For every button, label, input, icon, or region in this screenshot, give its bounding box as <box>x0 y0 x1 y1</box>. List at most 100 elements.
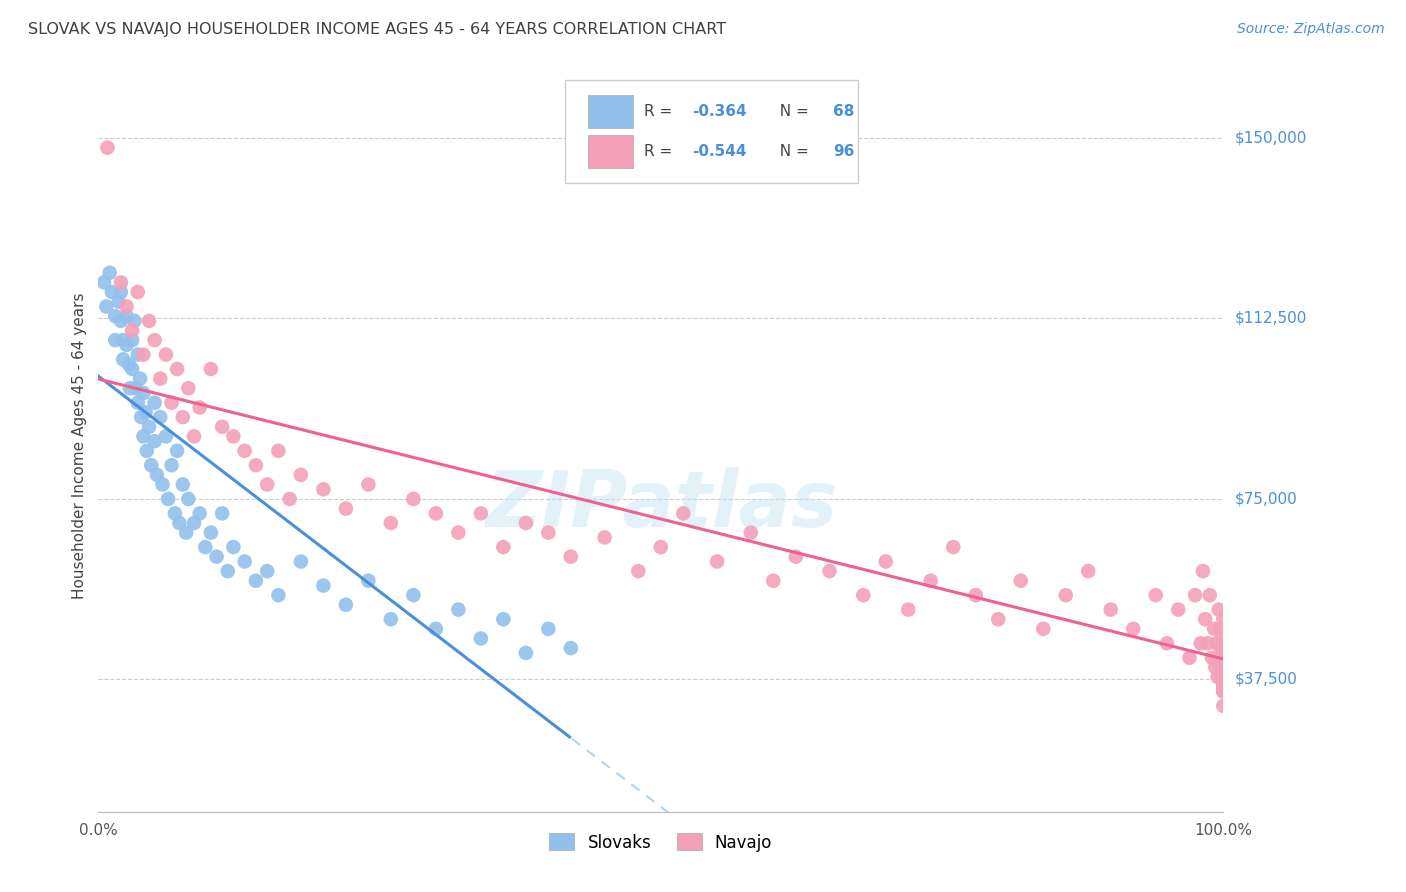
Point <box>183 429 205 443</box>
Point <box>402 491 425 506</box>
Point <box>627 564 650 578</box>
Point <box>1192 564 1215 578</box>
Point <box>121 324 143 338</box>
Point <box>357 477 380 491</box>
Point <box>425 622 447 636</box>
Point <box>200 525 222 540</box>
Point <box>110 276 132 290</box>
Point <box>1178 650 1201 665</box>
FancyBboxPatch shape <box>588 95 633 128</box>
Point <box>101 285 124 299</box>
Point <box>222 429 245 443</box>
Point <box>1054 588 1077 602</box>
Point <box>447 602 470 616</box>
Point <box>1209 641 1232 656</box>
Point <box>942 540 965 554</box>
Point <box>121 362 143 376</box>
Point <box>1122 622 1144 636</box>
Point <box>115 300 138 314</box>
Point <box>1212 612 1234 626</box>
Point <box>157 491 180 506</box>
Point <box>852 588 875 602</box>
Point <box>129 410 152 425</box>
Point <box>155 429 177 443</box>
Point <box>425 507 447 521</box>
Point <box>143 395 166 409</box>
Point <box>160 395 183 409</box>
Point <box>1212 660 1234 674</box>
Point <box>1010 574 1032 588</box>
Point <box>256 564 278 578</box>
Point <box>135 443 157 458</box>
Point <box>875 554 897 568</box>
Point <box>335 501 357 516</box>
Point <box>312 578 335 592</box>
Legend: Slovaks, Navajo: Slovaks, Navajo <box>543 827 779 858</box>
Point <box>537 622 560 636</box>
Point <box>143 333 166 347</box>
Point <box>593 530 616 544</box>
Point <box>380 612 402 626</box>
Point <box>762 574 785 588</box>
Point <box>1032 622 1054 636</box>
Text: SLOVAK VS NAVAJO HOUSEHOLDER INCOME AGES 45 - 64 YEARS CORRELATION CHART: SLOVAK VS NAVAJO HOUSEHOLDER INCOME AGES… <box>28 22 727 37</box>
Point <box>1184 588 1206 602</box>
Point <box>177 381 200 395</box>
Point <box>1167 602 1189 616</box>
Point <box>118 357 141 371</box>
Point <box>1077 564 1099 578</box>
Point <box>188 401 211 415</box>
Point <box>1194 612 1216 626</box>
Point <box>1201 650 1223 665</box>
Point <box>357 574 380 588</box>
Point <box>920 574 942 588</box>
Point <box>380 516 402 530</box>
Text: $37,500: $37,500 <box>1234 672 1298 687</box>
Point <box>515 646 537 660</box>
Point <box>1099 602 1122 616</box>
Point <box>1212 698 1234 713</box>
Point <box>470 632 492 646</box>
Point <box>104 309 127 323</box>
Point <box>290 554 312 568</box>
Point <box>129 371 152 385</box>
Point <box>163 507 186 521</box>
Point <box>1212 680 1234 694</box>
Point <box>138 419 160 434</box>
Point <box>110 314 132 328</box>
FancyBboxPatch shape <box>588 135 633 168</box>
Point <box>1204 660 1226 674</box>
Point <box>1204 622 1226 636</box>
Point <box>141 458 163 473</box>
Point <box>127 395 149 409</box>
Point <box>987 612 1010 626</box>
Point <box>138 314 160 328</box>
Point <box>96 141 118 155</box>
Point <box>402 588 425 602</box>
Point <box>183 516 205 530</box>
Point <box>166 443 188 458</box>
Point <box>112 333 135 347</box>
Point <box>492 612 515 626</box>
Point <box>118 381 141 395</box>
Point <box>706 554 728 568</box>
Point <box>93 276 115 290</box>
Point <box>672 507 695 521</box>
Point <box>312 483 335 497</box>
Text: $112,500: $112,500 <box>1234 311 1306 326</box>
Point <box>149 410 172 425</box>
Point <box>155 348 177 362</box>
Point <box>1208 602 1230 616</box>
Point <box>1212 670 1234 684</box>
Point <box>335 598 357 612</box>
Point <box>146 467 169 482</box>
Text: 96: 96 <box>832 144 855 159</box>
Point <box>245 458 267 473</box>
Point <box>174 525 197 540</box>
Point <box>256 477 278 491</box>
Point <box>121 333 143 347</box>
FancyBboxPatch shape <box>565 80 858 183</box>
Point <box>233 554 256 568</box>
Point <box>169 516 191 530</box>
Point <box>1209 622 1232 636</box>
